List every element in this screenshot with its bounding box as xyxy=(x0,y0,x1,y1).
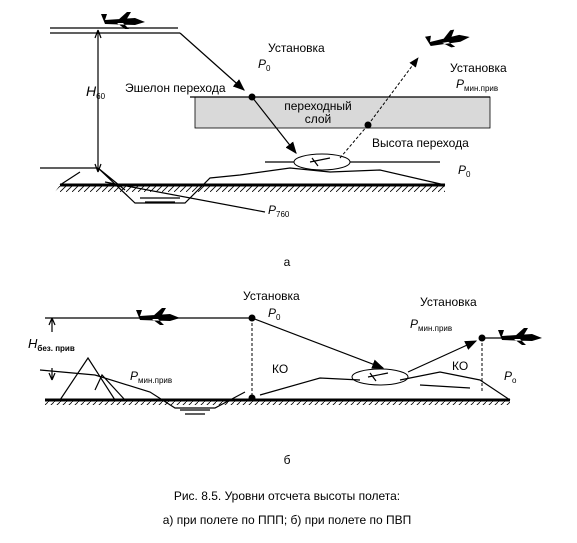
airport xyxy=(293,153,351,171)
label: КО xyxy=(272,362,288,376)
panel-label: б xyxy=(284,453,291,467)
label: Высота перехода xyxy=(372,136,469,150)
lake xyxy=(140,197,180,203)
terrain xyxy=(39,356,511,409)
plane xyxy=(498,328,542,345)
caption: а) при полете по ППП; б) при полете по П… xyxy=(163,513,412,527)
panel-label: а xyxy=(284,255,291,269)
flight-line xyxy=(50,27,180,34)
plane xyxy=(136,308,180,325)
runway xyxy=(309,157,331,167)
runway xyxy=(367,372,389,382)
label: Эшелон перехода xyxy=(125,81,226,95)
label: переходный xyxy=(284,99,352,113)
label: Pо xyxy=(504,369,517,385)
descent xyxy=(251,317,385,369)
label: Pмин.прив xyxy=(410,317,452,333)
airport xyxy=(351,368,409,386)
ground xyxy=(55,185,445,192)
plane xyxy=(101,12,145,29)
climb xyxy=(339,124,369,159)
label: Установка xyxy=(268,41,325,55)
transition-layer xyxy=(194,96,491,129)
label: КО xyxy=(452,359,468,373)
label: слой xyxy=(305,112,332,126)
label: P0 xyxy=(458,163,471,179)
panel-b: Установка P0 Установка Pмин.прив Hбез. п… xyxy=(28,289,542,467)
descent xyxy=(251,96,297,154)
h-arrow xyxy=(48,317,56,381)
p760-leader xyxy=(104,181,266,213)
label: Pмин.прив xyxy=(130,369,172,385)
terrain xyxy=(40,167,446,204)
label: Pмин.прив xyxy=(456,77,498,93)
label: Установка xyxy=(243,289,300,303)
label: Hбез. прив xyxy=(28,336,75,353)
h-arrow xyxy=(94,29,102,173)
panel-a: Установка P0 Эшелон перехода H60 переход… xyxy=(40,12,507,269)
label: H60 xyxy=(86,83,106,101)
descent xyxy=(179,32,245,91)
climb xyxy=(407,340,478,373)
caption: Рис. 8.5. Уровни отсчета высоты полета: xyxy=(174,489,400,503)
label: P760 xyxy=(268,203,290,219)
label: P0 xyxy=(268,306,281,322)
plane xyxy=(424,27,471,52)
lake xyxy=(180,409,210,415)
label: P0 xyxy=(258,57,271,73)
climb xyxy=(367,57,419,126)
label: Установка xyxy=(450,61,507,75)
label: Установка xyxy=(420,295,477,309)
